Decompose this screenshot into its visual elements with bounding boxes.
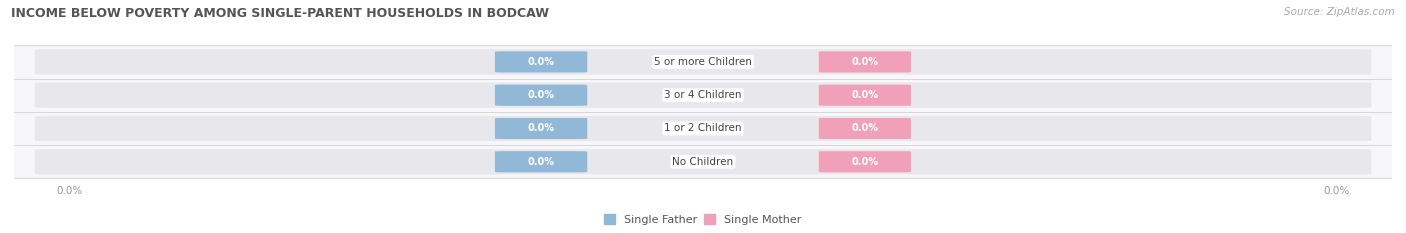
FancyBboxPatch shape [495, 51, 588, 72]
Text: 5 or more Children: 5 or more Children [654, 57, 752, 67]
FancyBboxPatch shape [35, 49, 1371, 75]
Legend: Single Father, Single Mother: Single Father, Single Mother [600, 210, 806, 229]
FancyBboxPatch shape [818, 151, 911, 172]
Text: No Children: No Children [672, 157, 734, 167]
Text: 0.0%: 0.0% [852, 57, 879, 67]
Text: 0.0%: 0.0% [527, 123, 554, 134]
Text: 0.0%: 0.0% [852, 157, 879, 167]
Text: INCOME BELOW POVERTY AMONG SINGLE-PARENT HOUSEHOLDS IN BODCAW: INCOME BELOW POVERTY AMONG SINGLE-PARENT… [11, 7, 550, 20]
FancyBboxPatch shape [35, 82, 1371, 108]
Bar [14, 45, 1392, 79]
Text: 0.0%: 0.0% [852, 90, 879, 100]
FancyBboxPatch shape [35, 149, 1371, 175]
Text: 1 or 2 Children: 1 or 2 Children [664, 123, 742, 134]
Text: Source: ZipAtlas.com: Source: ZipAtlas.com [1284, 7, 1395, 17]
Text: 3 or 4 Children: 3 or 4 Children [664, 90, 742, 100]
Text: 0.0%: 0.0% [527, 90, 554, 100]
FancyBboxPatch shape [495, 151, 588, 172]
Text: 0.0%: 0.0% [527, 57, 554, 67]
FancyBboxPatch shape [495, 118, 588, 139]
FancyBboxPatch shape [818, 51, 911, 72]
Bar [14, 145, 1392, 178]
FancyBboxPatch shape [818, 118, 911, 139]
Bar [14, 112, 1392, 145]
Bar [14, 79, 1392, 112]
Text: 0.0%: 0.0% [527, 157, 554, 167]
Text: 0.0%: 0.0% [852, 123, 879, 134]
FancyBboxPatch shape [818, 85, 911, 106]
FancyBboxPatch shape [35, 116, 1371, 141]
FancyBboxPatch shape [495, 85, 588, 106]
